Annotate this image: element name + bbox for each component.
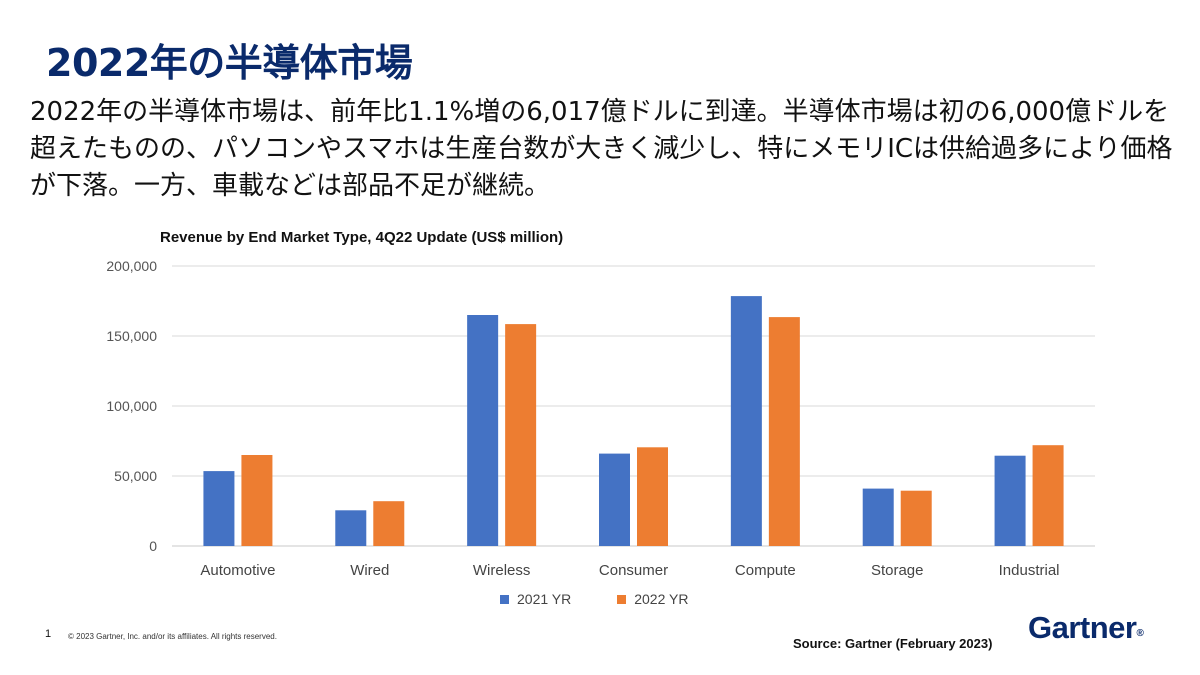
y-tick-label: 0 — [149, 538, 157, 554]
legend-swatch-2021 — [500, 594, 509, 604]
bar-storage-2021-yr — [862, 488, 894, 546]
y-tick-label: 200,000 — [106, 258, 157, 274]
page-number: 1 — [45, 628, 52, 640]
x-tick-label: Compute — [735, 562, 796, 579]
bar-wireless-2021-yr — [467, 315, 499, 546]
y-tick-label: 100,000 — [106, 398, 157, 414]
x-tick-label: Industrial — [999, 562, 1060, 579]
bar-industrial-2022-yr — [1032, 445, 1064, 546]
brand-mark: ® — [1136, 628, 1144, 639]
bar-industrial-2021-yr — [994, 455, 1026, 546]
bar-automotive-2022-yr — [241, 455, 273, 546]
x-tick-label: Automotive — [200, 562, 275, 579]
bar-automotive-2021-yr — [203, 471, 235, 546]
bar-wired-2022-yr — [373, 501, 405, 546]
bar-compute-2021-yr — [730, 296, 762, 546]
legend-label-2022: 2022 YR — [634, 591, 689, 607]
slide-title: 2022年の半導体市場 — [46, 41, 413, 85]
x-tick-label: Consumer — [599, 562, 668, 579]
bar-wired-2021-yr — [335, 510, 367, 546]
bar-storage-2022-yr — [900, 490, 932, 546]
x-tick-label: Wireless — [473, 562, 531, 579]
legend-swatch-2022 — [617, 594, 627, 604]
chart-legend: 2021 YR 2022 YR — [500, 591, 688, 607]
gartner-logo: Gartner® — [1028, 610, 1144, 646]
bar-consumer-2022-yr — [637, 447, 668, 546]
x-tick-label: Wired — [350, 562, 389, 579]
legend-item-2022: 2022 YR — [617, 591, 688, 607]
brand-name: Gartner — [1028, 610, 1137, 645]
bar-consumer-2021-yr — [599, 453, 630, 546]
legend-item-2021: 2021 YR — [500, 591, 571, 607]
chart-title: Revenue by End Market Type, 4Q22 Update … — [160, 229, 564, 246]
slide-body-text: 2022年の半導体市場は、前年比1.1%増の6,017億ドルに到達。半導体市場は… — [30, 97, 1173, 201]
legend-label-2021: 2021 YR — [517, 591, 572, 607]
source-note: Source: Gartner (February 2023) — [793, 636, 993, 651]
y-tick-label: 50,000 — [114, 468, 157, 484]
x-tick-label: Storage — [871, 562, 924, 579]
copyright-notice: © 2023 Gartner, Inc. and/or its affiliat… — [68, 632, 277, 641]
y-tick-label: 150,000 — [106, 328, 157, 344]
bar-wireless-2022-yr — [505, 324, 537, 546]
bar-compute-2022-yr — [768, 317, 800, 546]
